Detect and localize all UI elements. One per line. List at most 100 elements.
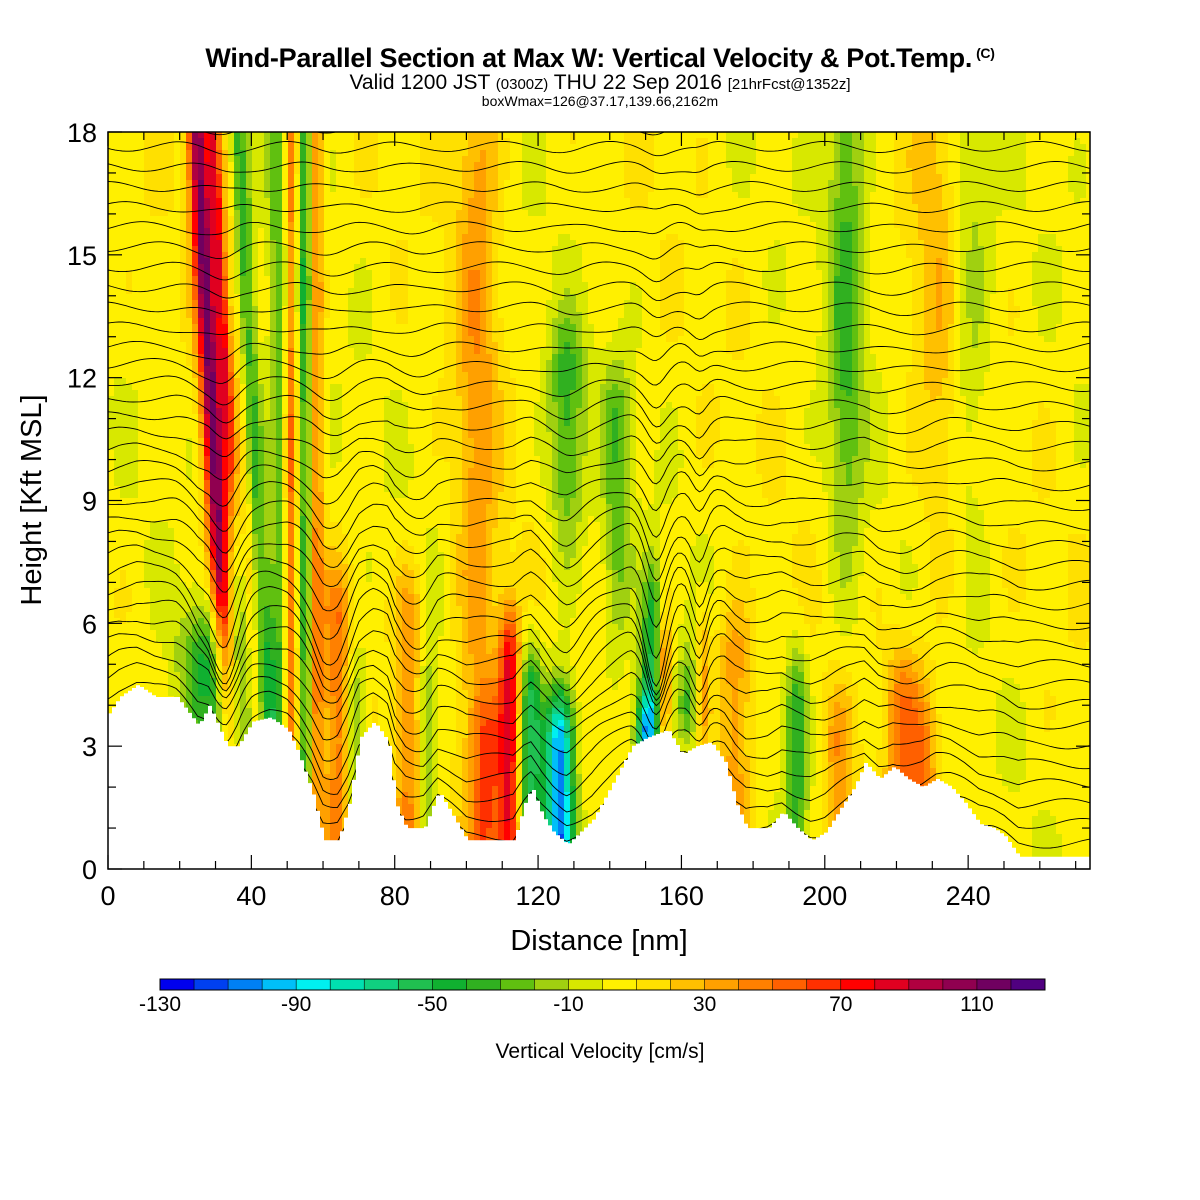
- velocity-cell: [714, 186, 721, 193]
- velocity-cell: [480, 228, 487, 235]
- velocity-cell: [726, 162, 733, 169]
- velocity-cell: [288, 228, 295, 235]
- velocity-cell: [984, 264, 991, 271]
- velocity-cell: [540, 210, 547, 217]
- velocity-cell: [942, 264, 949, 271]
- velocity-cell: [162, 234, 169, 241]
- velocity-cell: [384, 234, 391, 241]
- velocity-cell: [636, 246, 643, 253]
- velocity-cell: [558, 216, 565, 223]
- velocity-cell: [840, 222, 847, 229]
- velocity-cell: [192, 198, 199, 205]
- velocity-cell: [690, 156, 697, 163]
- velocity-cell: [1002, 246, 1009, 253]
- velocity-cell: [150, 276, 157, 283]
- velocity-cell: [432, 288, 439, 295]
- velocity-cell: [1086, 234, 1090, 241]
- velocity-cell: [1062, 156, 1069, 163]
- velocity-cell: [558, 150, 565, 157]
- velocity-cell: [216, 156, 223, 163]
- velocity-cell: [1044, 162, 1051, 169]
- velocity-cell: [954, 258, 961, 265]
- velocity-cell: [750, 258, 757, 265]
- velocity-cell: [894, 180, 901, 187]
- velocity-cell: [198, 228, 205, 235]
- velocity-cell: [384, 204, 391, 211]
- velocity-cell: [534, 306, 541, 313]
- velocity-cell: [576, 192, 583, 199]
- velocity-cell: [168, 204, 175, 211]
- velocity-cell: [696, 132, 703, 139]
- velocity-cell: [474, 258, 481, 265]
- velocity-cell: [1020, 264, 1027, 271]
- velocity-cell: [996, 174, 1003, 181]
- velocity-cell: [750, 270, 757, 277]
- velocity-cell: [798, 144, 805, 151]
- velocity-cell: [804, 180, 811, 187]
- velocity-cell: [984, 138, 991, 145]
- velocity-cell: [774, 294, 781, 301]
- velocity-cell: [906, 228, 913, 235]
- velocity-cell: [378, 276, 385, 283]
- velocity-cell: [156, 162, 163, 169]
- velocity-cell: [1002, 180, 1009, 187]
- velocity-cell: [144, 294, 151, 301]
- velocity-cell: [216, 204, 223, 211]
- velocity-cell: [894, 288, 901, 295]
- velocity-cell: [678, 288, 685, 295]
- velocity-cell: [648, 264, 655, 271]
- velocity-cell: [150, 144, 157, 151]
- velocity-cell: [972, 282, 979, 289]
- velocity-cell: [222, 162, 229, 169]
- velocity-cell: [486, 240, 493, 247]
- velocity-cell: [1056, 192, 1063, 199]
- velocity-cell: [120, 162, 127, 169]
- velocity-cell: [504, 150, 511, 157]
- velocity-cell: [570, 246, 577, 253]
- velocity-cell: [804, 228, 811, 235]
- velocity-cell: [114, 228, 121, 235]
- velocity-cell: [312, 306, 319, 313]
- velocity-cell: [372, 306, 379, 313]
- velocity-cell: [390, 222, 397, 229]
- velocity-cell: [456, 138, 463, 145]
- velocity-cell: [528, 210, 535, 217]
- velocity-cell: [198, 138, 205, 145]
- velocity-cell: [666, 216, 673, 223]
- velocity-cell: [882, 294, 889, 301]
- velocity-cell: [510, 306, 517, 313]
- velocity-cell: [108, 234, 115, 241]
- velocity-cell: [324, 258, 331, 265]
- velocity-cell: [780, 210, 787, 217]
- velocity-cell: [342, 264, 349, 271]
- velocity-cell: [918, 276, 925, 283]
- velocity-cell: [984, 282, 991, 289]
- velocity-cell: [636, 306, 643, 313]
- velocity-cell: [1014, 234, 1021, 241]
- velocity-cell: [870, 174, 877, 181]
- velocity-cell: [156, 306, 163, 313]
- velocity-cell: [234, 132, 241, 139]
- velocity-cell: [990, 150, 997, 157]
- velocity-cell: [288, 144, 295, 151]
- velocity-cell: [318, 150, 325, 157]
- velocity-cell: [588, 276, 595, 283]
- velocity-cell: [792, 300, 799, 307]
- velocity-cell: [312, 174, 319, 181]
- velocity-cell: [204, 240, 211, 247]
- velocity-cell: [150, 132, 157, 139]
- velocity-cell: [876, 270, 883, 277]
- velocity-cell: [564, 144, 571, 151]
- velocity-cell: [972, 198, 979, 205]
- velocity-cell: [138, 174, 145, 181]
- velocity-cell: [372, 210, 379, 217]
- velocity-cell: [822, 174, 829, 181]
- velocity-cell: [294, 210, 301, 217]
- velocity-cell: [252, 150, 259, 157]
- velocity-cell: [774, 132, 781, 139]
- velocity-cell: [366, 192, 373, 199]
- velocity-cell: [276, 300, 283, 307]
- velocity-cell: [252, 162, 259, 169]
- velocity-cell: [588, 144, 595, 151]
- velocity-cell: [804, 240, 811, 247]
